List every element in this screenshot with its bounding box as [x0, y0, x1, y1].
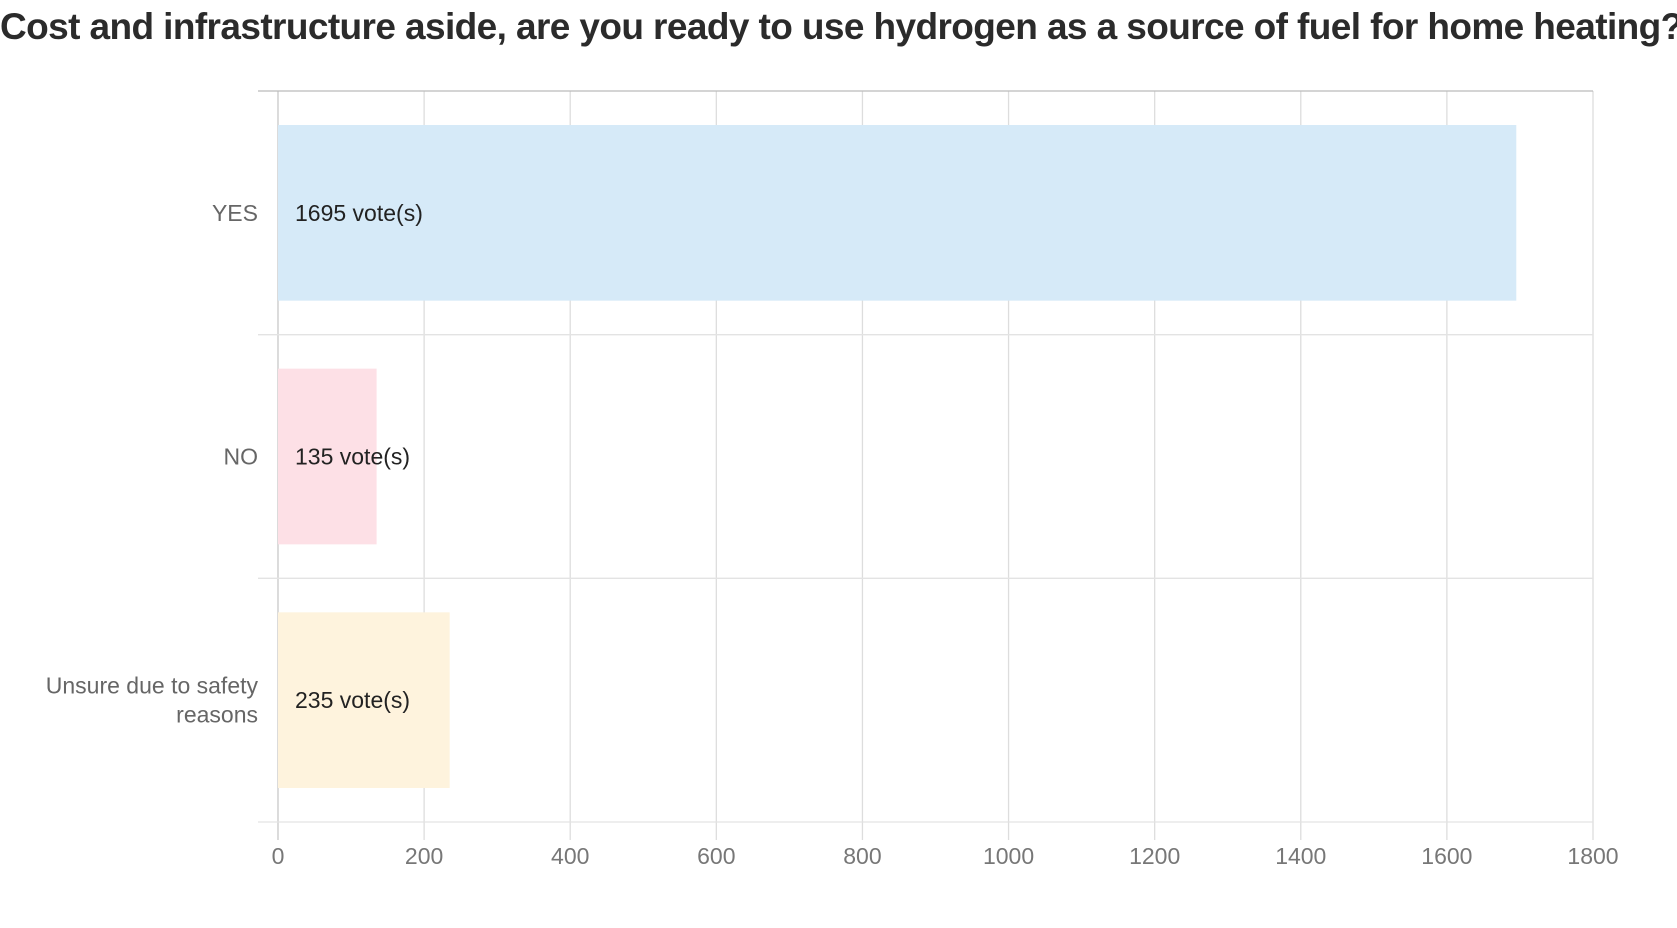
x-tick-label-1200: 1200 [1129, 843, 1180, 869]
x-tick-label-200: 200 [405, 843, 443, 869]
x-tick-label-400: 400 [551, 843, 589, 869]
x-tick-label-1000: 1000 [983, 843, 1034, 869]
category-label-1: NO [224, 444, 259, 470]
category-label-2: Unsure due to safety reasons [46, 673, 259, 728]
labels-layer: 1695 vote(s) YES 135 vote(s) NO 235 vote(s) U… [46, 200, 423, 728]
data-label-2: 235 vote(s) [295, 687, 410, 713]
data-label-0: 1695 vote(s) [295, 200, 423, 226]
bar-0 [278, 125, 1517, 301]
category-label-0-line-0: YES [212, 200, 258, 226]
bars-layer [278, 125, 1517, 788]
x-tick-label-0: 0 [272, 843, 285, 869]
bar-1 [278, 368, 377, 545]
x-tick-label-1400: 1400 [1275, 843, 1326, 869]
x-tick-label-600: 600 [697, 843, 735, 869]
data-label-1: 135 vote(s) [295, 444, 410, 470]
category-label-2-line-1: reasons [176, 702, 258, 728]
x-tick-label-1600: 1600 [1421, 843, 1472, 869]
axis-layer: 0 200 400 600 800 1000 1200 1400 1600 1800 [272, 843, 1619, 869]
x-tick-label-1800: 1800 [1567, 843, 1618, 869]
category-label-2-line-0: Unsure due to safety [46, 673, 259, 699]
x-tick-label-800: 800 [843, 843, 881, 869]
bar-2 [278, 612, 450, 788]
chart-title: Cost and infrastructure aside, are you r… [0, 6, 1677, 47]
category-label-1-line-0: NO [224, 444, 259, 470]
category-label-0: YES [212, 200, 258, 226]
